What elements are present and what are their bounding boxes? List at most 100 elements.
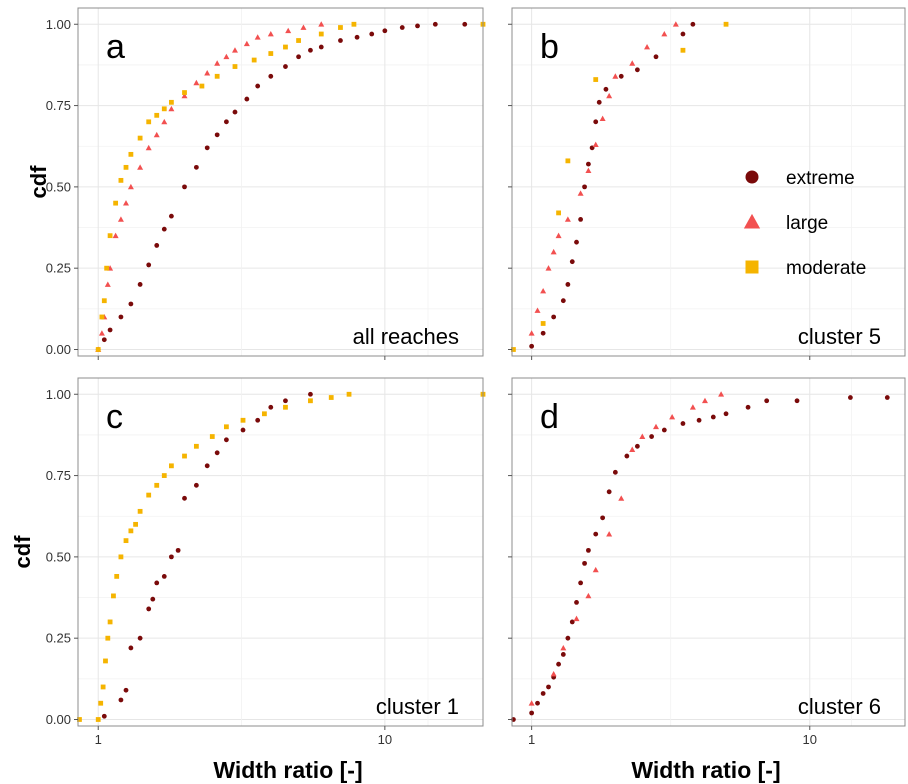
data-point-large: [652, 423, 659, 430]
x-tick-label: 1: [95, 732, 102, 747]
data-point-extreme: [268, 404, 274, 410]
data-point-moderate: [146, 119, 152, 125]
data-point-extreme: [661, 427, 667, 433]
data-point-extreme: [586, 161, 591, 167]
data-point-extreme: [574, 239, 579, 245]
y-axis-label-top: cdf: [26, 165, 51, 199]
data-point-moderate: [105, 635, 111, 641]
panel-annotation: cluster 6: [798, 694, 881, 719]
data-point-large: [585, 592, 592, 599]
data-point-extreme: [634, 443, 640, 449]
y-tick-label: 1.00: [46, 387, 71, 402]
data-point-large: [599, 115, 606, 121]
data-point-extreme: [214, 450, 220, 456]
data-point-large: [592, 141, 599, 147]
data-point-extreme: [204, 145, 210, 151]
data-point-large: [254, 34, 261, 40]
data-point-moderate: [154, 112, 160, 118]
y-tick-label: 0.25: [46, 631, 71, 646]
data-point-extreme: [308, 47, 313, 53]
data-point-large: [214, 60, 221, 66]
data-point-moderate: [107, 619, 113, 625]
data-point-large: [550, 248, 557, 255]
data-point-large: [560, 644, 567, 651]
data-point-extreme: [565, 635, 571, 641]
data-point-extreme: [154, 243, 160, 248]
y-tick-label: 0.50: [46, 549, 71, 564]
data-point-extreme: [204, 463, 210, 469]
data-point-moderate: [101, 298, 107, 304]
data-point-large: [606, 531, 613, 537]
y-tick-label: 0.50: [46, 179, 71, 194]
plot-background: [512, 8, 905, 356]
data-point-extreme: [600, 515, 606, 521]
data-point-moderate: [223, 424, 229, 430]
legend-item-moderate: moderate: [745, 258, 866, 279]
data-point-large: [618, 495, 625, 501]
data-point-large: [153, 131, 160, 138]
panel-label: d: [540, 398, 559, 436]
data-point-large: [701, 397, 708, 404]
data-point-extreme: [560, 652, 566, 657]
data-point-extreme: [649, 434, 655, 439]
data-point-extreme: [338, 38, 343, 43]
data-point-moderate: [283, 404, 288, 410]
data-point-extreme: [565, 282, 571, 287]
data-point-extreme: [182, 184, 187, 190]
data-point-extreme: [462, 21, 468, 27]
data-point-moderate: [168, 463, 174, 469]
data-point-extreme: [146, 606, 152, 612]
data-point-extreme: [107, 327, 113, 333]
data-point-extreme: [569, 259, 575, 265]
data-point-large: [573, 615, 580, 622]
data-point-large: [127, 183, 134, 190]
data-point-extreme: [535, 700, 540, 706]
data-point-moderate: [114, 573, 120, 579]
data-point-moderate: [540, 321, 546, 326]
data-point-moderate: [268, 51, 274, 56]
data-point-large: [117, 216, 124, 222]
data-point-extreme: [283, 398, 288, 404]
panel-d: 1 10 d cluster 6: [508, 377, 906, 747]
data-point-large: [718, 391, 725, 397]
data-point-extreme: [399, 25, 405, 30]
data-point-extreme: [128, 645, 134, 651]
y-tick-label: 0.75: [46, 468, 71, 483]
data-point-moderate: [308, 398, 313, 404]
data-point-moderate: [113, 200, 119, 206]
data-point-moderate: [161, 106, 167, 112]
panel-border: [77, 7, 484, 357]
data-point-extreme: [634, 67, 640, 73]
panel-border: [511, 377, 906, 727]
data-point-extreme: [240, 427, 246, 433]
data-point-large: [669, 414, 676, 420]
data-point-extreme: [794, 398, 800, 404]
data-point-extreme: [593, 119, 599, 125]
data-point-moderate: [146, 492, 152, 498]
data-point-extreme: [764, 398, 770, 404]
data-point-large: [104, 281, 111, 287]
data-point-extreme: [308, 391, 313, 397]
data-point-moderate: [556, 210, 561, 216]
x-tick-label: 10: [378, 732, 392, 747]
data-point-moderate: [262, 411, 267, 417]
data-point-moderate: [98, 700, 104, 706]
legend-marker-moderate: [745, 260, 759, 274]
data-point-extreme: [101, 337, 107, 343]
x-tick-label: 1: [528, 732, 535, 747]
data-point-extreme: [137, 282, 143, 287]
data-point-extreme: [596, 99, 602, 105]
panel-annotation: all reaches: [353, 324, 459, 349]
data-point-moderate: [168, 99, 174, 105]
y-tick-label: 0.25: [46, 261, 71, 276]
panel-annotation: cluster 5: [798, 324, 881, 349]
panel-b: b cluster 5: [508, 7, 906, 360]
data-point-large: [300, 24, 307, 30]
data-point-extreme: [232, 109, 238, 115]
data-point-moderate: [346, 391, 352, 397]
series-large: [528, 391, 725, 706]
data-point-extreme: [884, 395, 890, 400]
data-point-extreme: [354, 34, 360, 40]
plot-background: [512, 378, 905, 726]
data-point-large: [137, 164, 144, 170]
